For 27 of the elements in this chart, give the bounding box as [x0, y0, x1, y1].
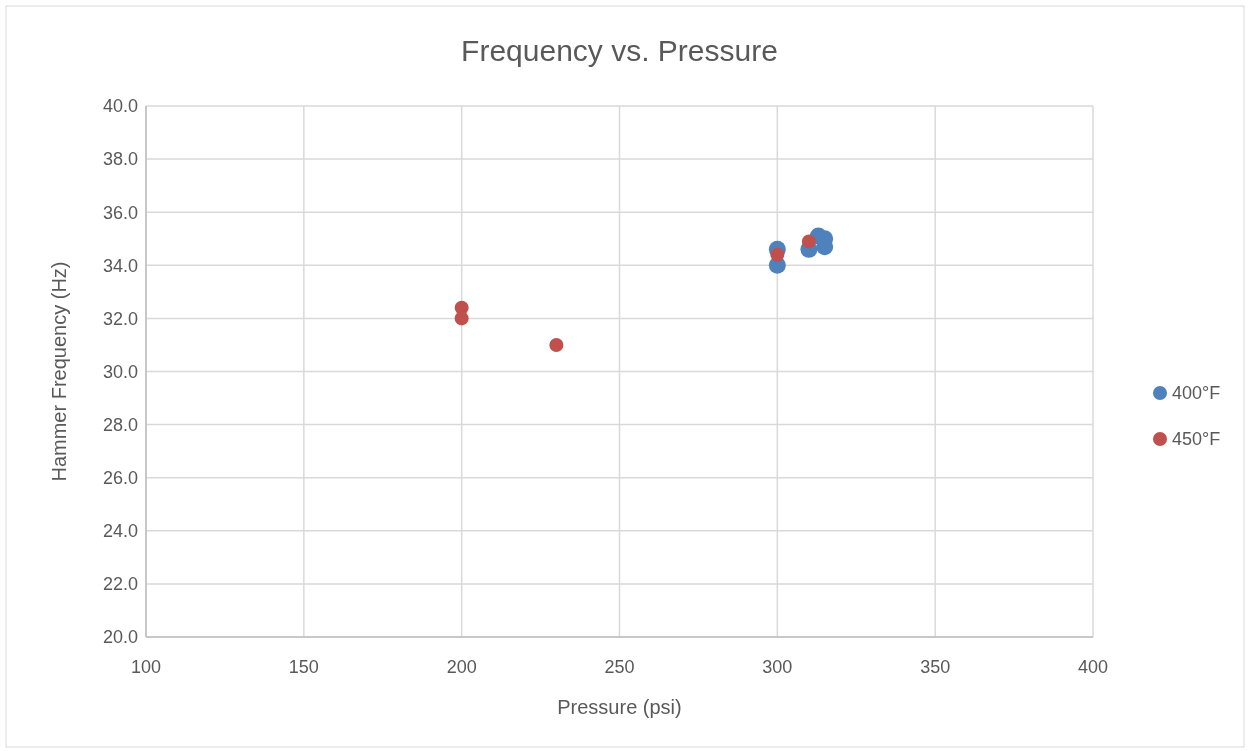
- y-tick-label: 22.0: [102, 574, 138, 595]
- x-tick-label: 200: [446, 657, 477, 677]
- chart-title: Frequency vs. Pressure: [461, 34, 778, 67]
- x-tick-label: 150: [288, 657, 319, 677]
- x-tick-label: 400: [1077, 657, 1109, 677]
- x-tick-label: 350: [920, 657, 951, 677]
- y-tick-label: 24.0: [102, 521, 138, 542]
- y-tick-label: 30.0: [102, 361, 138, 382]
- point: [454, 311, 469, 326]
- y-tick-label: 26.0: [102, 468, 138, 488]
- y-tick-label: 34.0: [102, 255, 138, 276]
- legend-label: 400°F: [1172, 383, 1221, 404]
- legend-label: 450°F: [1172, 429, 1221, 450]
- y-tick-label: 32.0: [102, 308, 138, 329]
- y-axis-title: Hammer Frequency (Hz): [48, 261, 70, 482]
- point: [801, 234, 816, 249]
- point: [770, 247, 785, 262]
- y-tick-label: 38.0: [102, 149, 138, 170]
- x-tick-label: 250: [604, 657, 635, 677]
- y-tick-label: 40.0: [102, 96, 138, 117]
- x-tick-label: 100: [130, 657, 162, 677]
- point: [549, 337, 564, 352]
- y-tick-label: 28.0: [102, 414, 138, 435]
- y-tick-label: 36.0: [102, 202, 138, 223]
- x-tick-label: 300: [762, 657, 793, 677]
- x-axis-title: Pressure (psi): [557, 696, 682, 718]
- y-tick-label: 20.0: [102, 627, 138, 648]
